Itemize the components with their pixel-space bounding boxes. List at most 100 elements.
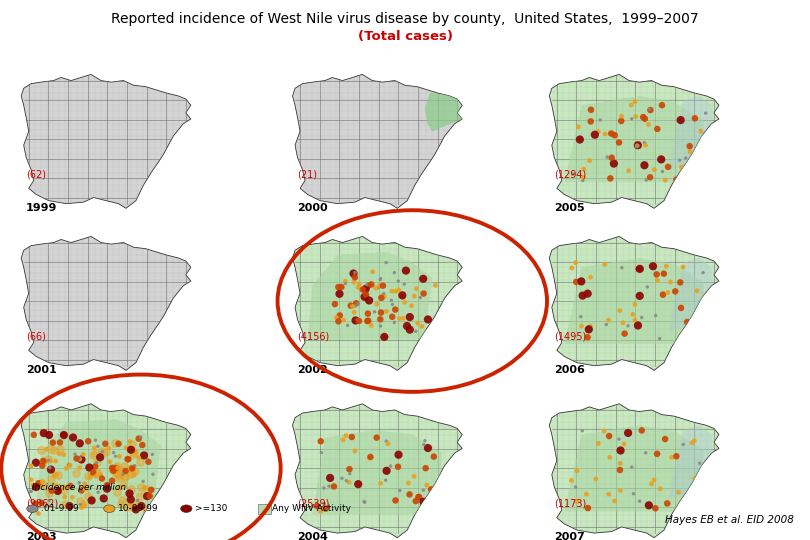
- Point: [96, 474, 109, 483]
- Point: [324, 474, 337, 482]
- Point: [565, 476, 578, 485]
- Point: [373, 281, 386, 289]
- Point: [53, 449, 66, 458]
- Text: Hayes EB et al. EID 2008: Hayes EB et al. EID 2008: [665, 515, 794, 525]
- Point: [121, 455, 134, 463]
- Point: [356, 285, 369, 294]
- Point: [669, 287, 682, 296]
- Point: [48, 485, 61, 494]
- Point: [134, 491, 147, 500]
- Point: [662, 163, 675, 171]
- Point: [405, 301, 418, 310]
- Text: .01-9.99: .01-9.99: [41, 504, 79, 513]
- Point: [51, 470, 64, 478]
- Point: [53, 438, 66, 447]
- Point: [684, 147, 697, 156]
- Point: [84, 471, 97, 480]
- Point: [314, 437, 327, 445]
- Point: [612, 138, 625, 147]
- Point: [694, 127, 707, 136]
- Point: [111, 463, 124, 472]
- Point: [413, 492, 426, 501]
- Point: [43, 489, 56, 497]
- Text: Reported incidence of West Nile virus disease by county,  United States,  1999–2: Reported incidence of West Nile virus di…: [111, 12, 699, 26]
- Point: [639, 449, 652, 457]
- Point: [92, 488, 104, 497]
- Point: [141, 492, 154, 501]
- Point: [139, 484, 152, 493]
- Point: [328, 300, 341, 308]
- Point: [386, 287, 399, 295]
- Point: [129, 499, 142, 508]
- Point: [341, 321, 354, 330]
- Text: 2007: 2007: [554, 532, 585, 540]
- Point: [43, 496, 56, 505]
- Point: [35, 498, 48, 507]
- Point: [87, 444, 100, 453]
- Point: [664, 278, 677, 286]
- Point: [377, 281, 390, 290]
- Point: [374, 479, 387, 488]
- Point: [573, 278, 586, 287]
- Point: [123, 489, 136, 498]
- Point: [653, 334, 666, 343]
- Point: [385, 296, 398, 305]
- Point: [146, 450, 159, 459]
- Point: [400, 322, 413, 330]
- Point: [116, 496, 129, 504]
- Point: [343, 469, 356, 478]
- Point: [386, 300, 399, 309]
- Point: [397, 314, 410, 323]
- Point: [42, 456, 55, 465]
- Polygon shape: [313, 430, 442, 515]
- Point: [633, 292, 646, 300]
- Point: [409, 327, 422, 336]
- Point: [389, 496, 402, 505]
- Point: [575, 277, 588, 286]
- Point: [608, 159, 620, 168]
- Point: [621, 429, 634, 437]
- Point: [339, 431, 352, 440]
- Point: [569, 483, 582, 491]
- Point: [318, 484, 330, 492]
- Point: [576, 427, 589, 435]
- Point: [333, 289, 346, 298]
- Point: [377, 289, 390, 298]
- Point: [87, 468, 100, 477]
- Point: [322, 482, 335, 490]
- Point: [58, 483, 71, 491]
- Point: [58, 500, 71, 508]
- Point: [77, 450, 90, 458]
- Point: [44, 463, 57, 472]
- Point: [46, 438, 59, 447]
- Point: [124, 499, 137, 508]
- Point: [119, 467, 132, 475]
- Point: [49, 457, 62, 465]
- Point: [642, 501, 655, 510]
- Point: [94, 453, 107, 462]
- Point: [126, 469, 139, 477]
- Point: [138, 451, 151, 460]
- Point: [417, 289, 430, 298]
- Polygon shape: [565, 96, 704, 182]
- Point: [121, 502, 134, 511]
- Point: [82, 437, 95, 445]
- Point: [49, 470, 62, 478]
- Point: [603, 453, 616, 462]
- Point: [699, 109, 712, 118]
- Point: [688, 436, 701, 445]
- Polygon shape: [21, 237, 191, 370]
- Point: [430, 478, 443, 487]
- Point: [629, 316, 642, 325]
- Point: [337, 436, 350, 444]
- Point: [575, 322, 588, 330]
- Point: [572, 123, 585, 131]
- Point: [640, 176, 653, 184]
- Point: [346, 302, 359, 310]
- Point: [70, 469, 83, 477]
- Point: [618, 329, 631, 338]
- Polygon shape: [549, 237, 719, 370]
- Point: [53, 445, 66, 454]
- Point: [399, 298, 411, 307]
- Text: 2004: 2004: [297, 532, 328, 540]
